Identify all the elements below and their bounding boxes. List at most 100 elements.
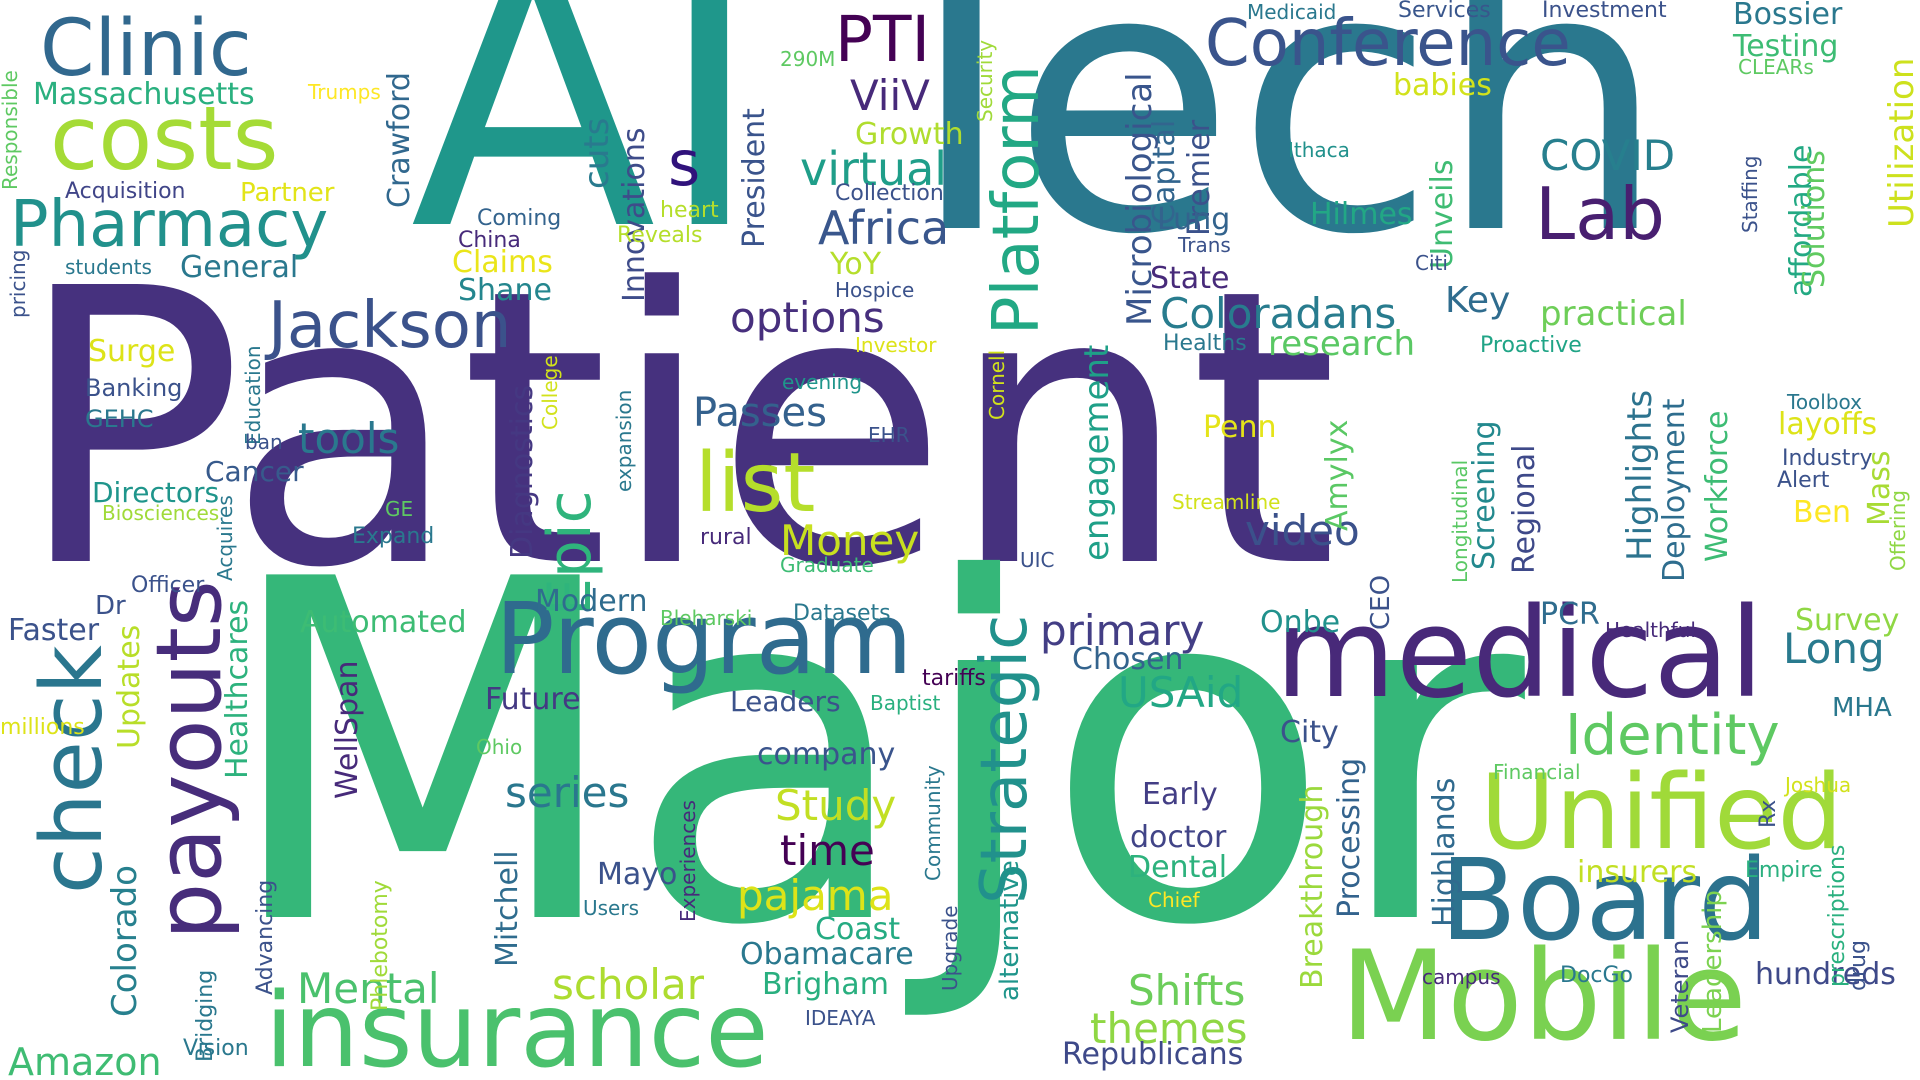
word: Testing [1733,29,1839,64]
word: Services [1398,0,1491,23]
word: IDEAYA [805,1006,876,1030]
word: heart [660,198,719,223]
word: Staffing [1738,155,1762,234]
word: Screening [1467,420,1502,570]
word: rural [700,525,752,550]
word: Security [973,39,997,122]
word: students [65,255,152,279]
word: Healthful [1605,618,1696,642]
word: primary [1040,606,1205,655]
word: Vision [183,1036,249,1061]
word: Joshua [1785,773,1852,797]
word: Leaders [730,685,841,718]
word: PTI [835,3,931,76]
word: Datasets [793,601,891,626]
word: China [458,228,521,253]
word: hundreds [1755,957,1896,992]
word: Solutions [1797,150,1832,288]
word: Responsible [0,70,22,190]
word: evening [782,370,863,394]
word: GEHC [85,405,154,433]
word: company [757,737,896,772]
word: Program [495,582,913,697]
word: practical [1540,294,1687,334]
word: Highlands [1427,777,1462,927]
word: Coast [815,912,901,947]
word: Leadership [1698,890,1728,1033]
word: COVID [1540,131,1676,180]
word: insurance [265,971,769,1080]
word: Early [1142,777,1218,812]
word: ban [245,430,283,454]
word: Bossier [1733,0,1843,32]
word: ViiV [850,71,930,120]
word: Massachusetts [33,77,255,112]
word: cuts [577,117,617,189]
word: Jackson [268,289,512,363]
word: Investment [1542,0,1667,23]
word: Diagnostics [505,384,540,559]
word: Citi [1415,251,1448,275]
word: Innovations [617,127,652,302]
word: Dental [1128,850,1228,885]
word: Automated [300,605,467,640]
word: Shifts [1128,966,1246,1015]
word: Experiences [676,800,700,922]
word: Lung [1157,202,1231,237]
word: time [780,826,875,875]
word: Biosciences [102,501,220,525]
word: Patient [15,208,1339,651]
word: scholar [552,960,704,1009]
word: Bleharski [660,606,753,630]
word: Industry [1782,446,1873,471]
word: Mobile [1340,925,1747,1069]
word: General [180,250,299,285]
word: Money [780,516,920,565]
word: alternative [995,860,1025,1001]
word: Passes [693,390,827,436]
word: Unified [1480,753,1843,873]
word: WellSpan [330,660,365,799]
word: Future [485,682,581,717]
word: Reveals [617,223,703,248]
word: GE [385,497,414,521]
word: Ithaca [1288,138,1350,162]
word: Dr [95,591,126,621]
word: Long [1783,624,1885,673]
word: Coming [477,206,562,231]
word: USAid [1118,668,1244,717]
word: tariffs [922,666,986,691]
word: Breakthrough [1295,784,1330,989]
word: Onbe [1260,605,1341,640]
word: Mayo [597,857,678,892]
word: Advancing [253,879,278,995]
word: Amylyx [1320,419,1355,531]
word: Ohio [476,735,523,759]
word: Community [921,765,945,881]
word: EHR [868,423,910,447]
word: City [1280,715,1339,750]
word: options [730,293,885,342]
word: Users [583,896,640,920]
word: drug [1846,940,1871,991]
word: engagement [1077,344,1117,561]
word: Rx [1756,799,1781,828]
word: Offering [1886,490,1910,571]
word: Highlights [1620,389,1660,561]
word: CLEARs [1738,55,1814,79]
word: expansion [612,389,636,492]
word: Healths [1163,331,1247,356]
word: Ben [1793,495,1852,530]
word: Regional [1507,444,1542,574]
word: insurers [1577,855,1698,890]
word: Upgrade [938,905,962,991]
word: Longitudinal [1448,459,1472,583]
word: Bridging [193,969,218,1062]
word: Officer [131,573,205,598]
word: Investor [855,333,937,357]
word: Collection [835,181,944,206]
word: pajama [737,871,894,920]
word: Amazon [8,1040,162,1080]
word: Republicans [1062,1037,1244,1072]
word: Pharmacy [10,188,329,262]
